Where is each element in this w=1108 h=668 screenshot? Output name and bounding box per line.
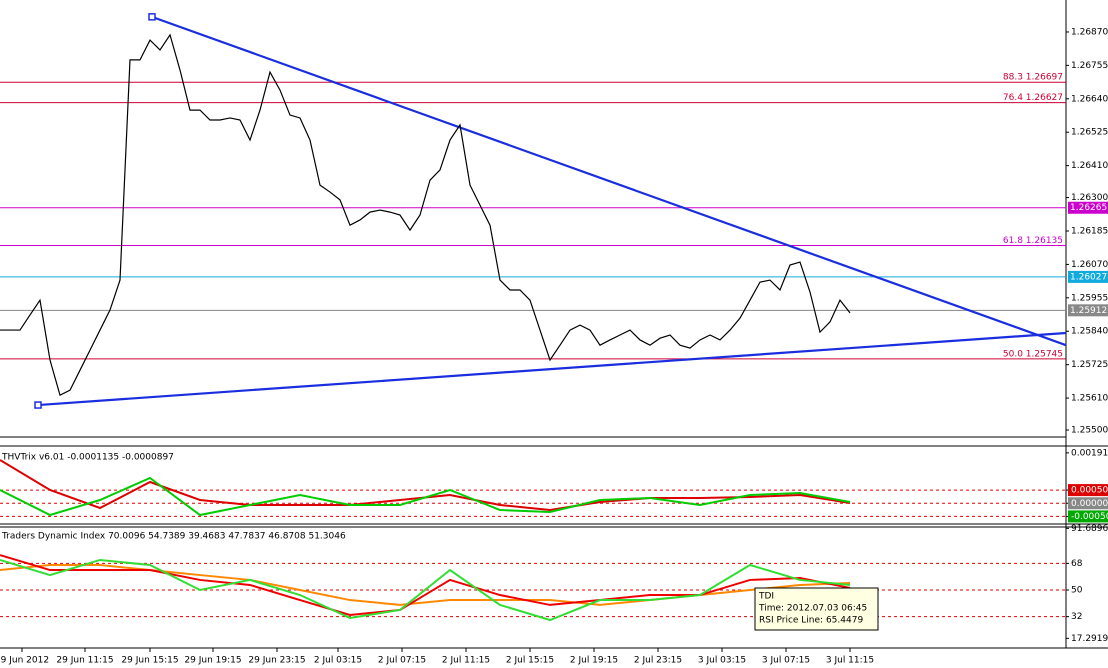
y-tick-label: 1.26525	[1071, 128, 1108, 138]
price-box	[1068, 201, 1108, 214]
y-tick-label: 1.26185	[1071, 226, 1108, 236]
x-tick-label: 2 Jul 15:15	[506, 656, 554, 666]
tooltip	[754, 587, 879, 631]
level-label: 76.4 1.26627	[1003, 93, 1063, 103]
tick-box	[1068, 510, 1108, 523]
x-tick-label: 3 Jul 07:15	[762, 656, 810, 666]
y-tick-label: 91.6896	[1071, 524, 1108, 534]
y-tick-label: 1.26410	[1071, 161, 1108, 171]
y-tick-label: 1.25725	[1071, 360, 1108, 370]
y-tick-label: 1.25610	[1071, 394, 1108, 404]
indicator-title: Traders Dynamic Index 70.0096 54.7389 39…	[1, 532, 346, 542]
trendline-anchor	[34, 401, 42, 409]
y-tick-label: 68	[1071, 559, 1083, 569]
y-tick-label: -0.00050	[1071, 512, 1108, 522]
level-label: 61.8 1.26135	[1003, 236, 1063, 246]
y-tick-label: 0.001915	[1071, 448, 1108, 458]
x-tick-label: 2 Jul 11:15	[442, 656, 490, 666]
y-tick-label: 1.26070	[1071, 260, 1108, 270]
y-tick-label: 1.26640	[1071, 94, 1108, 104]
indicator-line	[0, 558, 851, 622]
price-box-label: 1.26027	[1070, 272, 1107, 282]
level-label: 88.3 1.26697	[1003, 73, 1063, 83]
x-tick-label: 29 Jun 15:15	[121, 656, 178, 666]
y-tick-label: 1.25840	[1071, 327, 1108, 337]
price-box-label: 1.25912	[1070, 306, 1107, 316]
level-label: 50.0 1.25745	[1003, 349, 1063, 359]
x-tick-label: 2 Jul 03:15	[314, 656, 362, 666]
tooltip-line: RSI Price Line: 65.4479	[759, 616, 863, 626]
price-box	[1068, 270, 1108, 283]
indicator-line	[0, 476, 851, 517]
price-box-label: 1.26265	[1070, 203, 1107, 213]
tick-box	[1068, 497, 1108, 510]
indicator-title: THVTrix v6.01 -0.0001135 -0.0000897	[1, 453, 174, 463]
x-tick-label: 29 Jun 19:15	[184, 656, 241, 666]
x-tick-label: 29 Jun 2012	[0, 656, 49, 666]
y-tick-label: 1.25955	[1071, 293, 1108, 303]
x-tick-label: 2 Jul 23:15	[634, 656, 682, 666]
y-tick-label: 0.00050	[1071, 486, 1108, 496]
x-tick-label: 3 Jul 11:15	[826, 656, 874, 666]
trendline	[37, 331, 1067, 407]
tooltip-line: TDI	[758, 592, 774, 602]
y-tick-label: 1.26300	[1071, 193, 1108, 203]
indicator-line	[0, 554, 851, 616]
y-tick-label: 17.2919	[1071, 634, 1108, 644]
x-tick-label: 3 Jul 03:15	[698, 656, 746, 666]
y-tick-label: 0.00000	[1071, 499, 1108, 509]
y-tick-label: 50	[1071, 585, 1083, 595]
y-tick-label: 1.26870	[1071, 27, 1108, 37]
x-tick-label: 29 Jun 23:15	[248, 656, 305, 666]
tooltip-line: Time: 2012.07.03 06:45	[758, 604, 867, 614]
x-tick-label: 2 Jul 19:15	[570, 656, 618, 666]
y-tick-label: 32	[1071, 612, 1082, 622]
y-tick-label: 1.25500	[1071, 426, 1108, 436]
price-line	[0, 33, 851, 397]
y-tick-label: 1.26755	[1071, 61, 1108, 71]
price-box	[1068, 304, 1108, 317]
x-tick-label: 29 Jun 11:15	[56, 656, 113, 666]
x-tick-label: 2 Jul 07:15	[378, 656, 426, 666]
trendline-anchor	[148, 13, 156, 21]
trendline	[151, 15, 1067, 347]
tick-box	[1068, 484, 1108, 497]
